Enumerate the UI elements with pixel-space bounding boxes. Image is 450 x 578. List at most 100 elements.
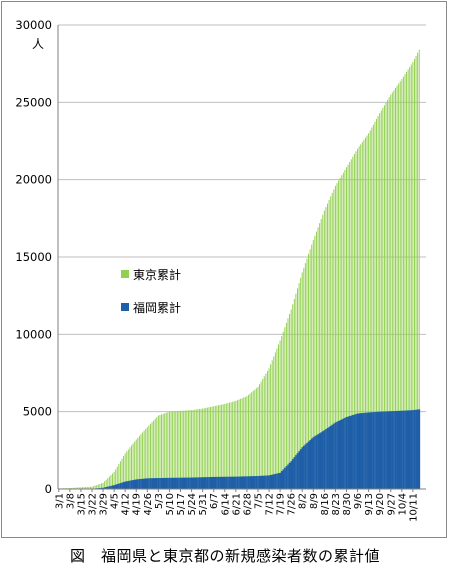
bar-tokyo [149,423,151,489]
bar-tokyo [206,407,208,489]
bar-tokyo [319,223,321,489]
bar-tokyo [129,447,131,489]
bar-tokyo [192,409,194,489]
bar-fukuoka [268,475,270,489]
x-tick-label: 10/4 [397,493,408,515]
bar-fukuoka [396,410,399,489]
bar-tokyo [77,487,79,489]
bar-tokyo [270,364,272,489]
bar-fukuoka [211,476,214,489]
bar-tokyo [189,410,191,489]
bar-fukuoka [206,477,209,489]
bar-fukuoka [189,477,191,489]
bar-tokyo [254,389,256,489]
bar-fukuoka [358,413,361,489]
bar-fukuoka [102,487,104,489]
bar-tokyo [123,456,125,489]
bar-fukuoka [307,441,310,489]
bar-fukuoka [284,467,286,489]
bar-tokyo [388,97,390,489]
bar-fukuoka [293,457,296,489]
bar-tokyo [197,409,199,489]
bar-tokyo [187,410,189,489]
x-tick-label: 9/6 [353,493,364,509]
bar-tokyo [357,148,359,490]
bar-tokyo [398,83,400,490]
bar-fukuoka [144,478,147,489]
bar-tokyo [249,393,251,489]
bar-tokyo [336,183,338,489]
bar-fukuoka [339,420,342,489]
bar-tokyo [385,102,387,490]
bar-fukuoka [375,411,378,489]
bar-fukuoka [222,476,225,489]
y-tick-label: 20000 [15,173,52,187]
bar-tokyo [308,253,310,489]
x-tick-label: 5/3 [154,493,165,509]
bar-fukuoka [173,477,176,489]
bar-fukuoka [404,410,406,489]
bar-fukuoka [342,418,345,489]
bar-fukuoka [113,485,116,489]
bar-tokyo [255,388,257,489]
bar-tokyo [175,411,177,489]
bar-fukuoka [214,476,217,489]
bar-fukuoka [356,413,359,489]
x-tick-label: 3/29 [99,493,110,515]
bar-fukuoka [298,451,301,489]
bar-tokyo [229,402,231,489]
x-tick-label: 7/12 [265,493,276,515]
bar-fukuoka [118,483,120,489]
bar-tokyo [97,484,99,489]
bar-tokyo [151,422,153,489]
bar-fukuoka [386,411,389,489]
bar-fukuoka [315,435,318,489]
bar-fukuoka [249,476,252,489]
bar-tokyo [323,210,325,489]
bar-tokyo [132,443,134,489]
bar-tokyo [252,390,254,489]
bar-fukuoka [329,425,332,489]
bar-fukuoka [306,442,308,489]
bar-tokyo [366,135,368,490]
bars-layer [58,49,421,490]
bar-tokyo [205,407,207,489]
bar-tokyo [99,483,101,489]
bar-tokyo [274,352,276,489]
bar-tokyo [225,403,227,489]
bar-fukuoka [394,411,397,489]
y-tick-label: 10000 [15,327,52,341]
bar-fukuoka [321,431,324,489]
bar-fukuoka [198,477,201,489]
bar-fukuoka [247,476,250,489]
bar-fukuoka [108,486,111,489]
bar-fukuoka [235,476,237,489]
bar-tokyo [327,203,329,489]
chart-frame: 0 5000 10000 15000 20000 25000 30000 3/1 3/8 3/1… [1,1,447,538]
bar-tokyo [380,110,382,489]
x-tick-label: 9/27 [386,493,397,515]
bar-tokyo [406,71,408,489]
bar-tokyo [110,475,112,489]
bar-tokyo [105,479,107,489]
bar-tokyo [315,231,317,489]
bar-tokyo [379,113,381,489]
bar-tokyo [285,322,287,489]
bar-fukuoka [238,476,240,489]
bar-tokyo [70,487,72,489]
bar-fukuoka [265,475,267,489]
bar-tokyo [195,409,197,489]
bar-tokyo [148,425,150,489]
bar-fukuoka [350,415,353,489]
bar-tokyo [358,146,360,489]
bar-fukuoka [200,477,202,489]
bar-fukuoka [401,410,403,489]
bar-fukuoka [148,478,150,489]
bar-tokyo [134,441,136,489]
bar-tokyo [138,435,140,489]
bar-fukuoka [170,477,172,489]
bar-fukuoka [133,479,136,489]
bar-fukuoka [340,419,343,489]
x-tick-label: 8/9 [309,493,320,509]
bar-tokyo [238,399,240,489]
